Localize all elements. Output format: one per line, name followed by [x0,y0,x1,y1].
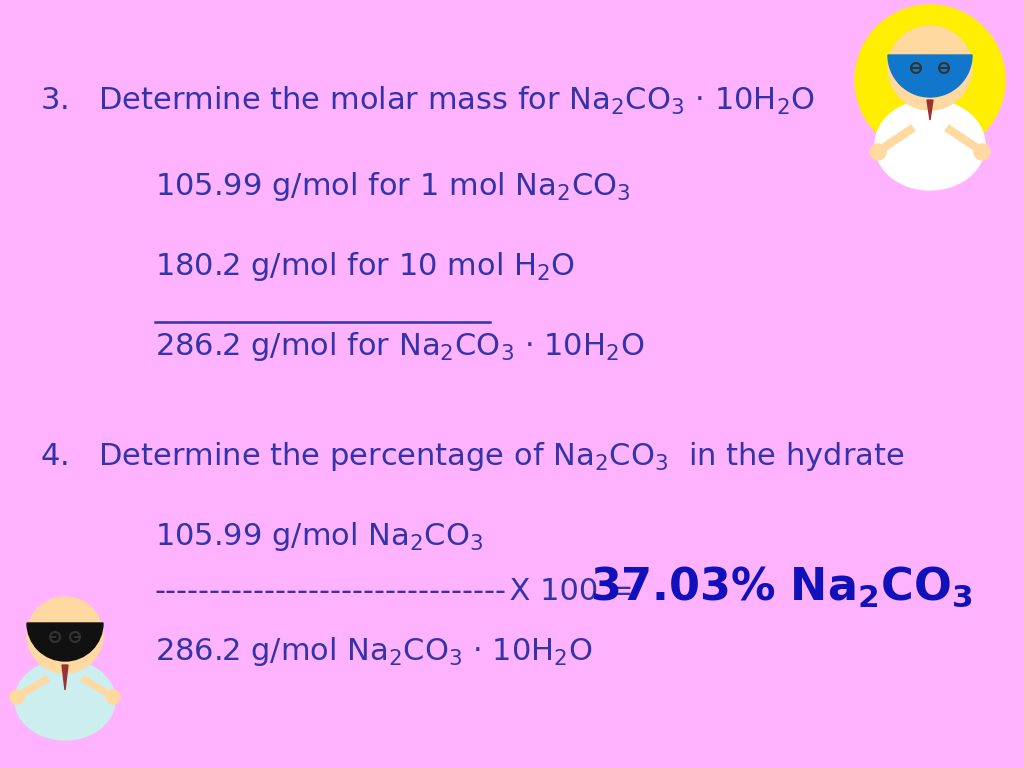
Text: 3.   Determine the molar mass for Na$_2$CO$_3$ $\cdot$ 10H$_2$O: 3. Determine the molar mass for Na$_2$CO… [40,85,815,117]
Ellipse shape [874,100,985,190]
Circle shape [27,597,103,673]
Text: --------------------------------: -------------------------------- [155,577,507,606]
Circle shape [855,5,1005,155]
Circle shape [870,144,886,160]
Text: 286.2 g/mol Na$_2$CO$_3$ $\cdot$ 10H$_2$O: 286.2 g/mol Na$_2$CO$_3$ $\cdot$ 10H$_2$… [155,635,593,668]
Text: 286.2 g/mol for Na$_2$CO$_3$ $\cdot$ 10H$_2$O: 286.2 g/mol for Na$_2$CO$_3$ $\cdot$ 10H… [155,330,644,363]
Wedge shape [888,55,972,97]
Text: 105.99 g/mol Na$_2$CO$_3$: 105.99 g/mol Na$_2$CO$_3$ [155,520,483,553]
Wedge shape [27,623,103,661]
Circle shape [106,690,120,704]
Ellipse shape [15,660,115,740]
Circle shape [974,144,990,160]
Polygon shape [927,100,933,120]
Circle shape [10,690,24,704]
Text: X 100 =: X 100 = [490,577,643,606]
Circle shape [888,26,972,110]
Text: $\mathbf{37.03\%\ Na_2CO_3}$: $\mathbf{37.03\%\ Na_2CO_3}$ [590,564,973,609]
Text: 105.99 g/mol for 1 mol Na$_2$CO$_3$: 105.99 g/mol for 1 mol Na$_2$CO$_3$ [155,170,631,203]
Polygon shape [62,665,68,690]
Text: 180.2 g/mol for 10 mol H$_2$O: 180.2 g/mol for 10 mol H$_2$O [155,250,575,283]
Text: 4.   Determine the percentage of Na$_2$CO$_3$  in the hydrate: 4. Determine the percentage of Na$_2$CO$… [40,440,904,473]
